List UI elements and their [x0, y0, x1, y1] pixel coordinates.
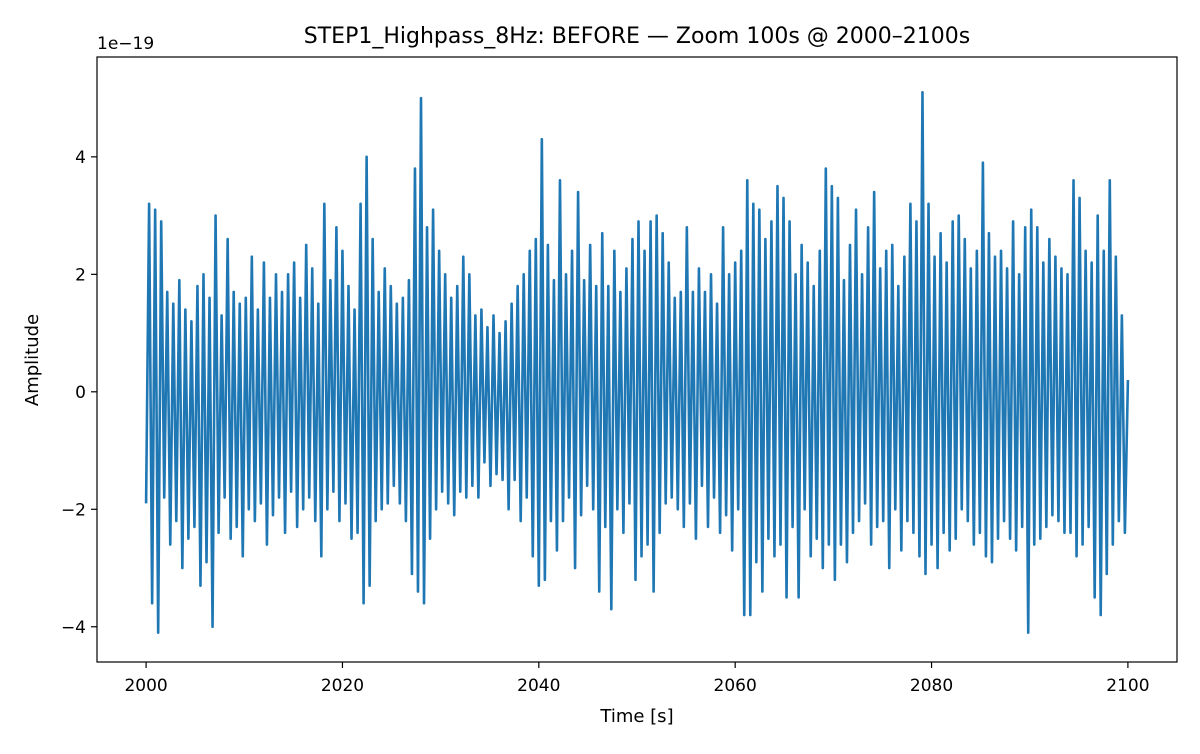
x-tick-label: 2020	[321, 676, 364, 696]
y-tick-label: 0	[75, 383, 86, 403]
y-axis-label: Amplitude	[22, 314, 43, 406]
x-axis-label: Time [s]	[599, 706, 673, 727]
y-tick-label: −4	[61, 618, 86, 638]
x-tick-label: 2000	[124, 676, 167, 696]
y-tick-label: 2	[75, 265, 86, 285]
x-tick-label: 2080	[910, 676, 953, 696]
y-tick-label: 4	[75, 148, 86, 168]
chart-title: STEP1_Highpass_8Hz: BEFORE — Zoom 100s @…	[304, 24, 970, 49]
y-scale-label: 1e−19	[97, 34, 154, 54]
plot-area	[144, 90, 1130, 634]
x-tick-label: 2060	[714, 676, 757, 696]
axes: 2000 2020 2040 2060 2080 2100 −4 −2 0 2 4	[61, 56, 1178, 696]
series-line-0	[144, 90, 1130, 634]
axes-frame	[96, 56, 1178, 663]
y-tick-label: −2	[61, 500, 86, 520]
x-tick-label: 2100	[1106, 676, 1149, 696]
x-tick-label: 2040	[517, 676, 560, 696]
